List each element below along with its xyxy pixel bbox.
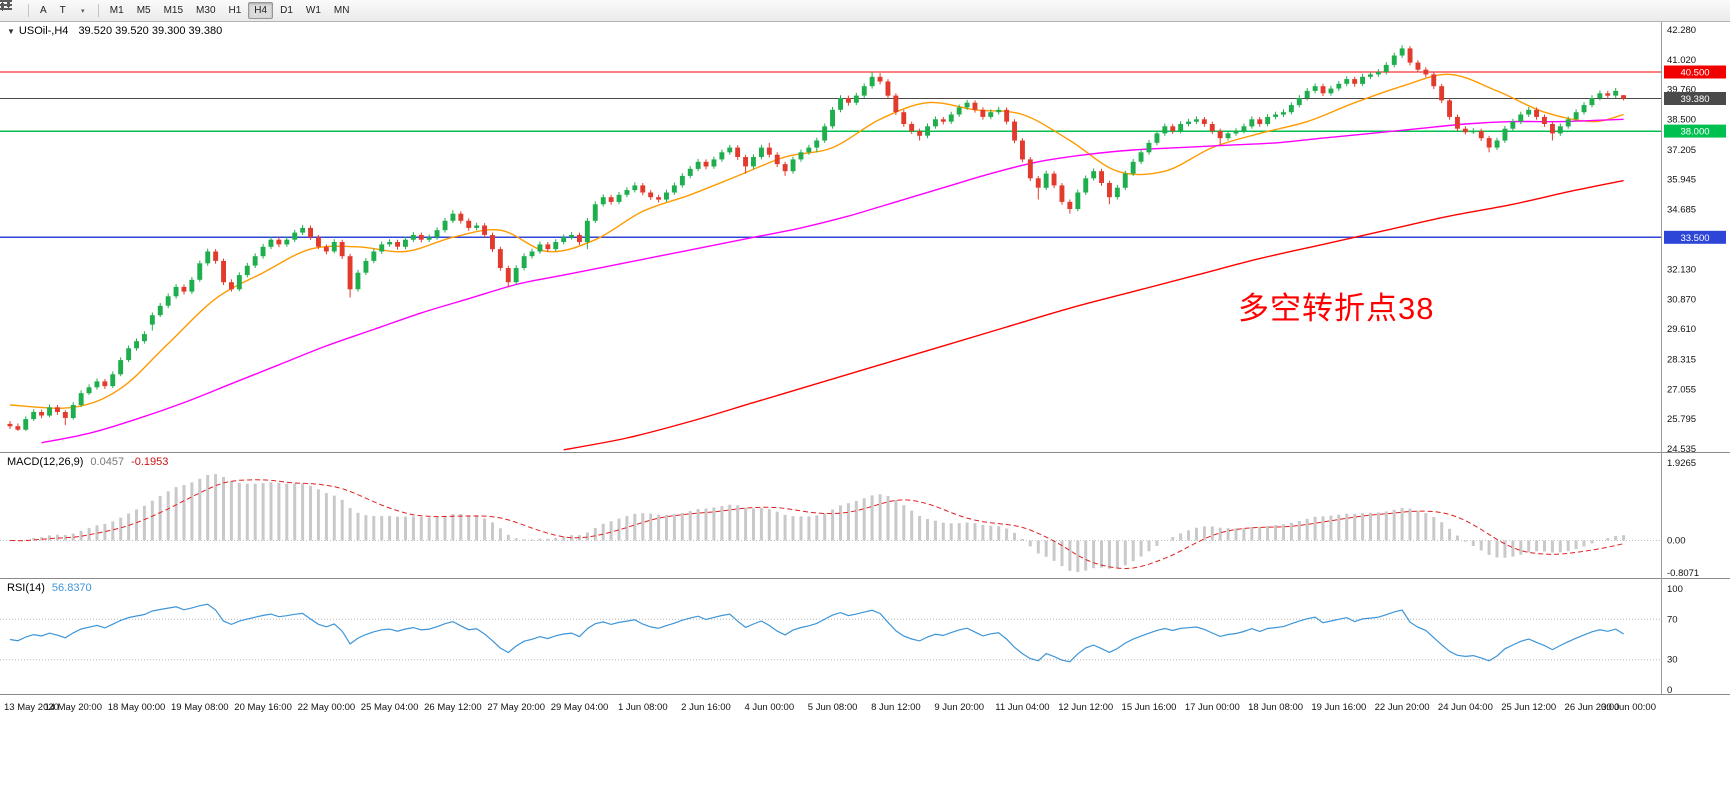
rsi-label: RSI(14)	[7, 582, 45, 594]
macd-panel: 1.9265 0.00 -0.8071	[0, 458, 1699, 579]
time-label: 18 Jun 08:00	[1248, 702, 1303, 713]
svg-text:33.500: 33.500	[1680, 233, 1709, 244]
text-tool-button[interactable]: T	[59, 5, 66, 16]
time-label: 25 Jun 12:00	[1501, 702, 1556, 713]
time-label: 13 May 2020	[4, 702, 59, 713]
timeframe-button-m1[interactable]: M1	[109, 5, 124, 16]
timeframe-button-h1[interactable]: H1	[228, 5, 242, 16]
macd-value: 0.0457	[90, 456, 125, 468]
candles-glyph-icon	[1, 0, 10, 11]
svg-text:38.000: 38.000	[1680, 127, 1709, 138]
moving-averages	[9, 73, 1624, 451]
time-label: 26 May 12:00	[424, 702, 482, 713]
timeframe-group: M1 M5 M15 M30 H1 H4 D1 W1 MN	[104, 2, 356, 19]
timeframe-button-m15[interactable]: M15	[163, 5, 184, 16]
timeframe-button-mn[interactable]: MN	[333, 5, 350, 16]
caret-down-icon: ▾	[81, 7, 85, 15]
time-label: 15 Jun 16:00	[1122, 702, 1177, 713]
price-tick: 25.795	[1667, 414, 1696, 425]
chart-toolbar: A T ▾ M1 M5 M15 M30 H1 H4 D1 W1 MN	[0, 0, 1730, 22]
chart-annotation-text[interactable]: 多空转折点38	[1238, 291, 1435, 326]
time-label: 19 Jun 16:00	[1311, 702, 1366, 713]
macd-axis-label: 1.9265	[1667, 458, 1696, 469]
symbol-header: ▼ USOil-,H4 39.520 39.520 39.300 39.380	[7, 25, 222, 37]
time-label: 2 Jun 16:00	[681, 702, 731, 713]
ohlc-values: 39.520 39.520 39.300 39.380	[78, 25, 223, 37]
rsi-axis-label: 100	[1667, 584, 1683, 595]
time-label: 26 Jun 20:00	[1565, 702, 1620, 713]
svg-text:40.500: 40.500	[1680, 68, 1709, 79]
price-tick: 41.020	[1667, 55, 1696, 66]
svg-text:39.380: 39.380	[1680, 94, 1709, 105]
price-tick: 39.760	[1667, 85, 1696, 96]
toolbar-separator	[28, 4, 29, 17]
rsi-axis-label: 0	[1667, 685, 1672, 696]
price-axis: 42.280 41.020 39.760 38.500 37.205 35.945 34.6…	[1667, 25, 1696, 455]
price-tick: 27.055	[1667, 385, 1696, 396]
price-badges: 40.500 39.380 38.000 33.500	[1664, 65, 1726, 244]
macd-axis-label: -0.8071	[1667, 568, 1699, 579]
horizontal-price-lines[interactable]	[0, 71, 1661, 239]
candles	[7, 45, 1626, 431]
price-tick: 38.500	[1667, 114, 1696, 125]
time-label: 4 Jun 00:00	[744, 702, 794, 713]
time-label: 9 Jun 20:00	[934, 702, 984, 713]
symbol-caret-icon[interactable]: ▼	[7, 27, 15, 36]
rsi-axis-label: 70	[1667, 614, 1678, 625]
time-label: 18 May 00:00	[108, 702, 166, 713]
price-tick: 34.685	[1667, 204, 1696, 215]
panel-separators	[0, 21, 1730, 695]
time-label: 29 May 04:00	[551, 702, 609, 713]
macd-header: MACD(12,26,9) 0.0457 -0.1953	[7, 456, 175, 468]
time-label: 24 Jun 04:00	[1438, 702, 1493, 713]
price-tick: 24.535	[1667, 444, 1696, 455]
symbol-label: USOil-,H4	[18, 25, 69, 37]
time-label: 11 Jun 04:00	[995, 702, 1049, 713]
timeframe-button-h4[interactable]: H4	[248, 2, 274, 19]
time-label: 14 May 20:00	[44, 702, 102, 713]
timeframe-button-w1[interactable]: W1	[305, 5, 321, 16]
time-label: 8 Jun 12:00	[871, 702, 921, 713]
rsi-axis-label: 30	[1667, 655, 1678, 666]
time-label: 19 May 08:00	[171, 702, 229, 713]
macd-axis-label: 0.00	[1667, 536, 1686, 547]
time-label: 30 Jun 00:00	[1601, 702, 1656, 713]
macd-label: MACD(12,26,9)	[7, 456, 84, 468]
price-tick: 29.610	[1667, 324, 1696, 335]
timeframe-button-m5[interactable]: M5	[136, 5, 151, 16]
timeframe-button-m30[interactable]: M30	[196, 5, 216, 16]
price-tick: 30.870	[1667, 294, 1696, 305]
time-label: 1 Jun 08:00	[618, 702, 668, 713]
price-tick: 35.945	[1667, 175, 1696, 186]
time-label: 20 May 16:00	[234, 702, 292, 713]
time-label: 17 Jun 00:00	[1185, 702, 1240, 713]
timeframe-button-d1[interactable]: D1	[280, 5, 293, 16]
arrow-tool-button[interactable]: A	[40, 5, 47, 16]
time-label: 5 Jun 08:00	[808, 702, 858, 713]
rsi-header: RSI(14) 56.8370	[7, 582, 99, 594]
time-label: 25 May 04:00	[361, 702, 419, 713]
rsi-panel: 100 70 30 0	[0, 584, 1683, 696]
rsi-line	[9, 603, 1624, 663]
macd-signal-value: -0.1953	[131, 456, 169, 468]
template-icon[interactable]: ▾	[1, 0, 93, 19]
toolbar-separator	[97, 4, 99, 17]
time-label: 22 Jun 20:00	[1375, 702, 1430, 713]
time-label: 22 May 00:00	[298, 702, 356, 713]
time-label: 12 Jun 12:00	[1058, 702, 1113, 713]
price-tick: 37.205	[1667, 145, 1696, 156]
menu-icon-glyph	[0, 0, 12, 10]
menu-icon[interactable]	[0, 0, 23, 19]
rsi-value: 56.8370	[51, 582, 92, 594]
price-tick: 32.130	[1667, 265, 1696, 276]
price-tick: 28.315	[1667, 355, 1696, 366]
time-label: 27 May 20:00	[487, 702, 545, 713]
price-tick: 42.280	[1667, 25, 1696, 36]
